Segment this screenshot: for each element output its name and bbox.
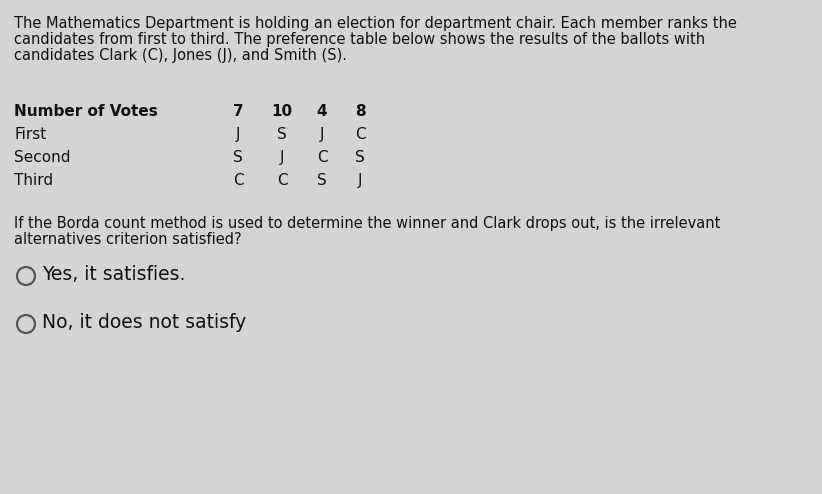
Text: 4: 4 <box>316 104 327 119</box>
Text: candidates Clark (C), Jones (J), and Smith (S).: candidates Clark (C), Jones (J), and Smi… <box>14 48 347 63</box>
Text: Second: Second <box>14 150 71 165</box>
Text: If the Borda count method is used to determine the winner and Clark drops out, i: If the Borda count method is used to det… <box>14 216 720 231</box>
Text: Yes, it satisfies.: Yes, it satisfies. <box>42 265 186 285</box>
Text: First: First <box>14 127 46 142</box>
Text: J: J <box>236 127 240 142</box>
Text: No, it does not satisfy: No, it does not satisfy <box>42 314 247 332</box>
Text: Number of Votes: Number of Votes <box>14 104 158 119</box>
Text: 10: 10 <box>271 104 293 119</box>
Text: C: C <box>354 127 365 142</box>
Text: The Mathematics Department is holding an election for department chair. Each mem: The Mathematics Department is holding an… <box>14 16 737 31</box>
Text: J: J <box>358 173 363 188</box>
Text: alternatives criterion satisfied?: alternatives criterion satisfied? <box>14 232 242 247</box>
Text: J: J <box>320 127 324 142</box>
Text: C: C <box>233 173 243 188</box>
Text: candidates from first to third. The preference table below shows the results of : candidates from first to third. The pref… <box>14 32 705 47</box>
Text: C: C <box>277 173 288 188</box>
Text: 8: 8 <box>354 104 365 119</box>
Text: 7: 7 <box>233 104 243 119</box>
Text: S: S <box>277 127 287 142</box>
Text: C: C <box>316 150 327 165</box>
Text: S: S <box>317 173 327 188</box>
Text: S: S <box>233 150 242 165</box>
Text: S: S <box>355 150 365 165</box>
Text: J: J <box>279 150 284 165</box>
Text: Third: Third <box>14 173 53 188</box>
